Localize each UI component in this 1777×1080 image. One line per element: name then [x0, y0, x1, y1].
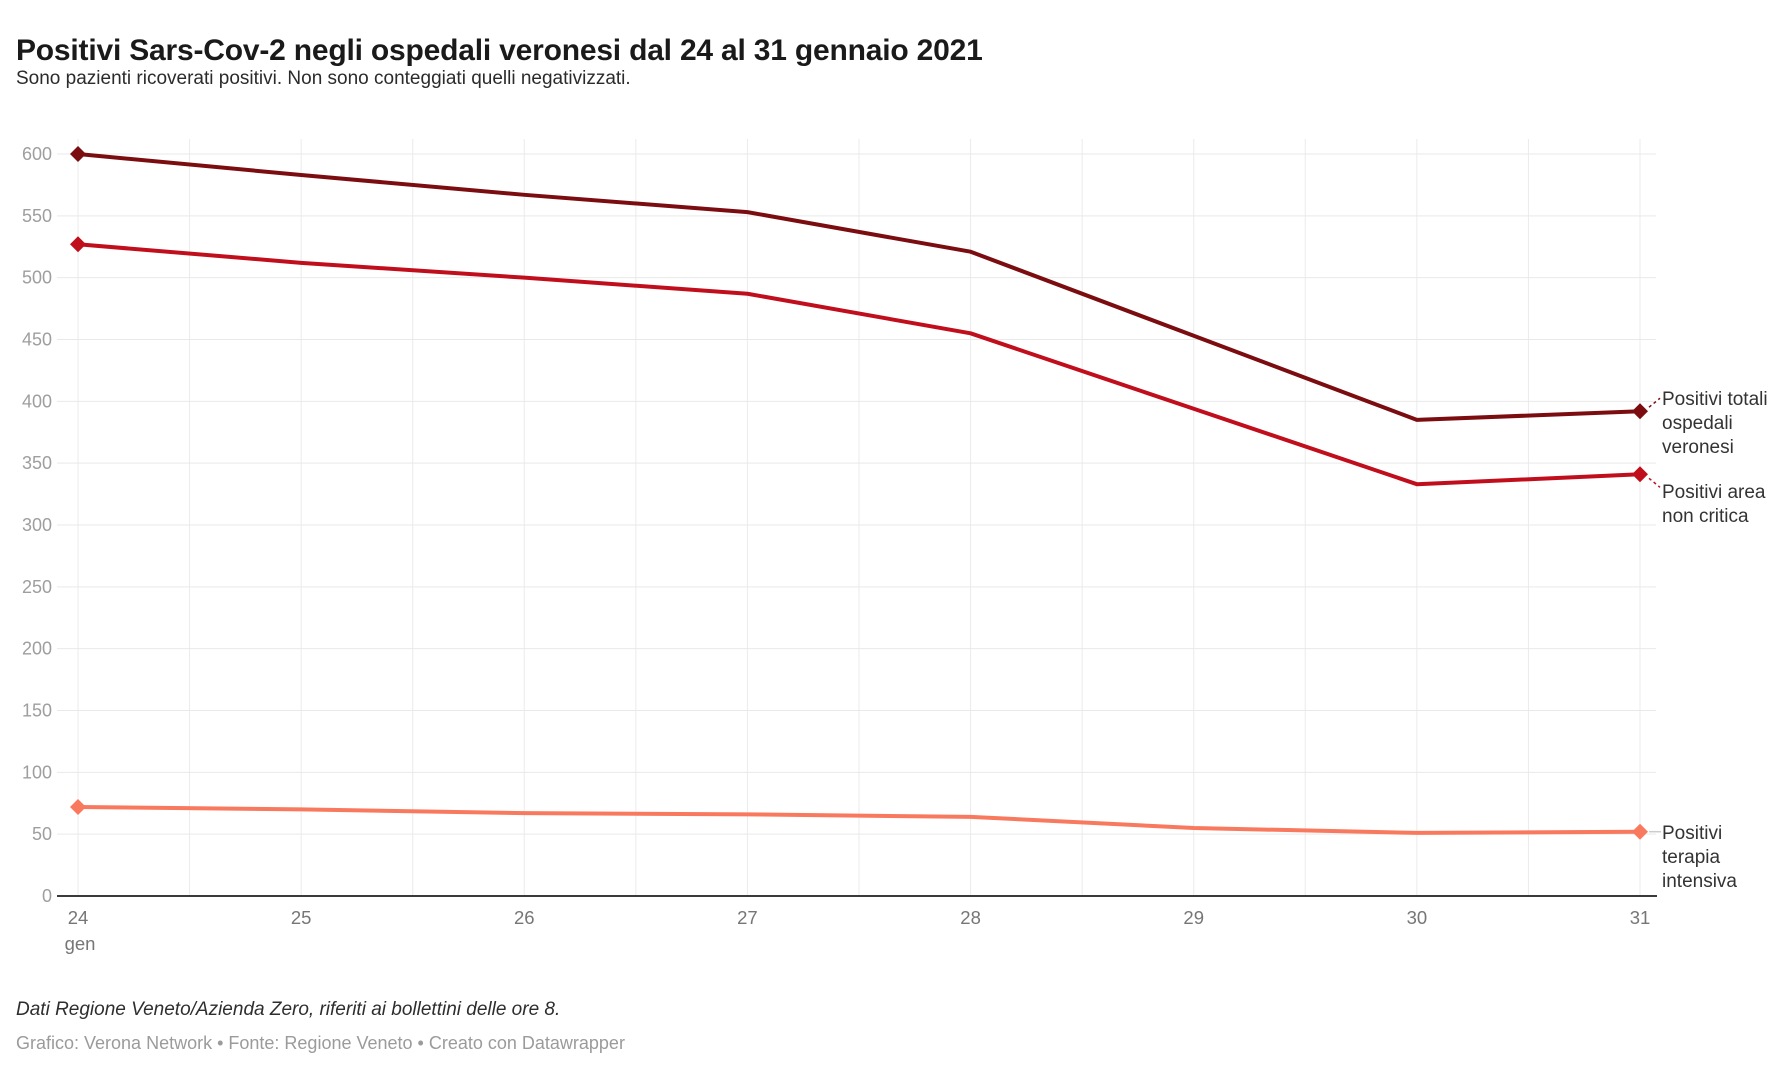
series-label-terapia-intensiva: Positivi terapia intensiva — [1662, 823, 1737, 892]
series-line-1 — [76, 242, 1642, 487]
x-month-label: gen — [65, 933, 96, 954]
series-endpoint-marker — [70, 236, 86, 253]
y-tick-label: 0 — [42, 886, 52, 906]
x-tick-label: 29 — [1183, 907, 1204, 928]
y-tick-label: 600 — [22, 144, 52, 164]
series-endpoint-marker — [70, 146, 86, 162]
x-tick-label: 28 — [960, 907, 981, 928]
y-tick-label: 250 — [22, 577, 52, 597]
series-endpoint-marker — [1632, 823, 1648, 840]
label-connector-0 — [1648, 397, 1661, 408]
y-tick-label: 200 — [22, 639, 52, 659]
series-line-0 — [76, 152, 1642, 422]
x-tick-label: 31 — [1630, 907, 1651, 928]
x-tick-label: 27 — [737, 907, 758, 928]
y-tick-label: 300 — [22, 515, 52, 535]
series-line-2 — [76, 804, 1642, 835]
y-tick-label: 400 — [22, 391, 52, 411]
x-tick-label: 30 — [1407, 907, 1428, 928]
y-tick-label: 150 — [22, 701, 52, 721]
y-tick-label: 50 — [32, 824, 52, 844]
series-endpoint-marker — [1632, 466, 1648, 483]
series-endpoint-marker — [1632, 403, 1648, 420]
x-tick-label: 26 — [514, 907, 535, 928]
axis-labels: 0 50 100 150 200 250 300 350 400 450 500 550 600 24 25… — [22, 144, 1650, 954]
x-tick-label: 25 — [291, 907, 312, 928]
series-lines — [70, 146, 1661, 840]
gridlines — [57, 139, 1657, 897]
data-source-note: Dati Regione Veneto/Azienda Zero, riferi… — [16, 999, 561, 1020]
y-tick-label: 450 — [22, 330, 52, 350]
y-tick-label: 500 — [22, 268, 52, 288]
series-endpoint-marker — [70, 798, 86, 815]
y-tick-label: 550 — [22, 206, 52, 226]
credits-line: Grafico: Verona Network • Fonte: Regione… — [16, 1033, 625, 1053]
y-tick-label: 100 — [22, 762, 52, 782]
series-label-area-non-critica: Positivi area non critica — [1662, 482, 1766, 527]
y-tick-label: 350 — [22, 453, 52, 473]
x-tick-label: 24 — [68, 907, 89, 928]
label-connector-1 — [1648, 477, 1661, 488]
chart-subtitle: Sono pazienti ricoverati positivi. Non s… — [16, 68, 631, 89]
series-label-positivi-totali: Positivi totali ospedali veronesi — [1662, 389, 1768, 458]
chart-title: Positivi Sars-Cov-2 negli ospedali veron… — [16, 34, 983, 68]
